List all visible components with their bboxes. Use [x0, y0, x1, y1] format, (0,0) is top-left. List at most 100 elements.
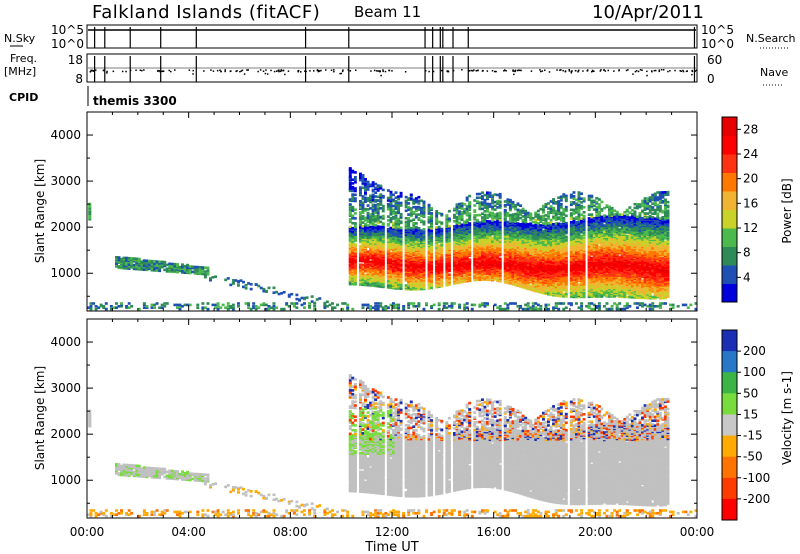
power-cell [389, 279, 393, 282]
power-cell [498, 219, 502, 222]
power-cell [536, 248, 540, 251]
power-cell [407, 213, 411, 216]
freq-point [220, 70, 222, 73]
freq-point [539, 69, 541, 71]
freq-point [653, 69, 656, 72]
power-cell [407, 286, 411, 290]
power-cell [88, 206, 92, 210]
power-cell [414, 209, 418, 213]
power-cell [417, 217, 421, 220]
power-cell [427, 282, 431, 285]
power-cell [348, 167, 352, 170]
power-cell [498, 307, 502, 311]
power-cell [534, 306, 538, 309]
power-cell [359, 172, 362, 176]
power-cell [521, 241, 525, 244]
power-cell [475, 218, 479, 222]
power-cell [127, 302, 131, 305]
power-cell [460, 204, 464, 208]
freq-point [239, 70, 241, 73]
cpid-value: themis 3300 [93, 94, 177, 108]
power-cell [458, 305, 462, 308]
power-cell [305, 296, 309, 299]
power-cell [176, 306, 179, 309]
power-cell [684, 303, 688, 307]
power-cell [376, 199, 380, 202]
power-cell [369, 249, 373, 252]
power-cell [536, 307, 540, 311]
power-cell [544, 221, 548, 225]
power-cell [155, 266, 159, 270]
power-cell [486, 213, 489, 217]
power-cell [437, 212, 441, 215]
power-cell [310, 300, 314, 303]
power-cell [145, 268, 149, 272]
power-cell [524, 303, 528, 307]
power-cell [641, 305, 645, 308]
station-title: Falkland Islands (fitACF) [92, 2, 320, 23]
power-cell [503, 257, 507, 260]
power-cell [196, 268, 200, 271]
power-cell [376, 205, 380, 208]
power-cell [376, 272, 380, 276]
freq-point [446, 70, 448, 72]
power-cell [361, 208, 365, 212]
power-cell [430, 241, 434, 245]
power-cell [519, 204, 523, 207]
power-cell [130, 263, 134, 267]
power-cell [386, 280, 390, 283]
power-cell [498, 200, 502, 203]
power-cell [206, 266, 210, 270]
power-cell [547, 210, 550, 214]
power-cell [193, 265, 197, 269]
power-cell [376, 189, 380, 192]
freq-point [243, 73, 246, 75]
power-cell [542, 217, 545, 220]
freq-point [516, 69, 519, 72]
freq-point [161, 70, 163, 72]
power-cell [87, 306, 90, 309]
power-cell [427, 226, 431, 229]
power-cell [351, 169, 355, 173]
power-cell [366, 250, 370, 253]
freq-point [514, 69, 517, 72]
power-cell [399, 220, 403, 223]
freq-point [679, 70, 681, 72]
power-cell [361, 217, 365, 221]
power-cell [397, 283, 401, 287]
power-cell [409, 219, 413, 223]
power-cell [196, 306, 200, 309]
power-cell [361, 174, 365, 177]
power-cell [554, 302, 558, 305]
freq-point [276, 70, 278, 72]
power-cell [272, 307, 276, 311]
power-cell [168, 265, 172, 268]
power-cell [399, 201, 403, 205]
power-cell [458, 306, 462, 309]
power-cell [89, 302, 93, 305]
power-cell [300, 303, 304, 307]
power-cell [178, 267, 182, 270]
power-cell [359, 206, 362, 209]
power-cell [483, 193, 487, 197]
freq-point [236, 70, 238, 72]
power-cell [376, 202, 380, 206]
freq-point [224, 70, 226, 73]
power-cell [219, 306, 223, 309]
power-cell [158, 265, 162, 269]
power-cell [386, 199, 390, 202]
power-cell [531, 307, 535, 311]
power-cell [150, 303, 154, 307]
power-cell [315, 298, 319, 301]
power-cell [473, 209, 477, 212]
power-cell [404, 226, 408, 230]
power-cell [521, 207, 525, 211]
power-cell [536, 290, 540, 294]
freq-point [235, 70, 237, 73]
power-cell [381, 307, 385, 311]
freq-point [112, 70, 115, 73]
power-cell [465, 226, 469, 229]
power-cell [376, 306, 380, 309]
power-cell [381, 209, 385, 213]
power-cell [122, 263, 126, 266]
